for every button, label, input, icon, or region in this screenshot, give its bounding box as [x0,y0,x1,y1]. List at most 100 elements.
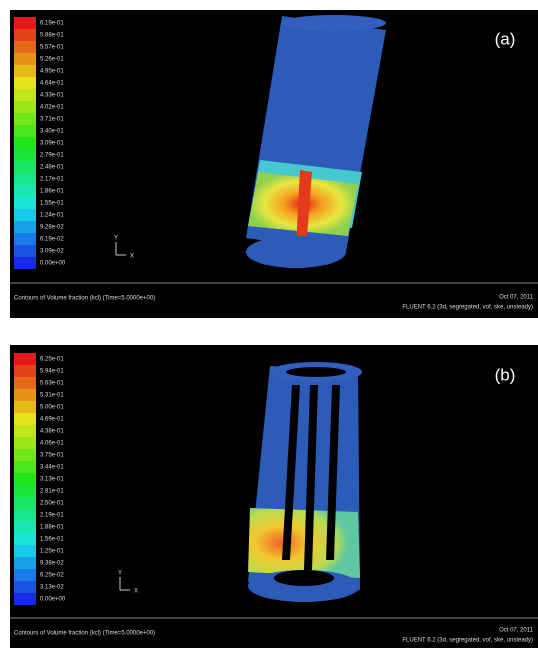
colorbar-swatch [14,161,36,173]
panel-label: (b) [495,365,516,384]
colorbar-label: 6.19e-02 [40,237,64,243]
colorbar-swatch [14,41,36,53]
colorbar-label: 1.86e-01 [40,189,64,195]
colorbar-label: 2.19e-01 [40,513,64,519]
colorbar-label: 6.25e-01 [40,357,64,363]
colorbar-swatch [14,401,36,413]
colorbar-swatch [14,509,36,521]
colorbar-swatch [14,353,36,365]
colorbar-label: 4.02e-01 [40,105,64,111]
contour-band [248,508,360,578]
footer-solver: FLUENT 6.2 (3d, segregated, vof, ske, un… [402,638,533,644]
colorbar-swatch [14,485,36,497]
colorbar-label: 9.38e-02 [40,561,64,567]
colorbar-swatch [14,389,36,401]
colorbar-label: 3.13e-01 [40,477,64,483]
colorbar-swatch [14,137,36,149]
panel-b: (b) Contours of Volume fraction (kcl) (T… [10,345,538,648]
colorbar-label: 3.44e-01 [40,465,64,471]
colorbar-swatch [14,365,36,377]
panel-a: (a) Contours of Volume fraction (kcl) (T… [10,10,538,318]
colorbar-label: 6.19e-01 [40,21,64,27]
colorbar-label: 4.69e-01 [40,417,64,423]
colorbar-swatch [14,557,36,569]
colorbar-label: 3.71e-01 [40,117,64,123]
colorbar-label: 5.00e-01 [40,405,64,411]
colorbar-swatch [14,185,36,197]
figure: (a) Contours of Volume fraction (kcl) (T… [0,0,538,648]
colorbar-label: 3.09e-01 [40,141,64,147]
colorbar-swatch [14,197,36,209]
colorbar-swatch [14,77,36,89]
colorbar-swatch [14,569,36,581]
colorbar-label: 5.63e-01 [40,381,64,387]
colorbar-swatch [14,53,36,65]
axis-x-label: X [130,254,134,260]
colorbar-swatch [14,425,36,437]
colorbar-swatch [14,233,36,245]
cylinder-top [282,15,386,31]
colorbar-label: 5.26e-01 [40,57,64,63]
colorbar-swatch [14,497,36,509]
footer-solver: FLUENT 6.2 (3d, segregated, vof, ske, un… [402,305,533,311]
colorbar-label: 3.13e-02 [40,585,64,591]
colorbar-swatch [14,245,36,257]
colorbar-label: 4.95e-01 [40,69,64,75]
colorbar-swatch [14,173,36,185]
colorbar-swatch [14,461,36,473]
colorbar-swatch [14,437,36,449]
colorbar-swatch [14,449,36,461]
colorbar-label: 1.25e-01 [40,549,64,555]
colorbar-label: 1.24e-01 [40,213,64,219]
colorbar-label: 0.00e+00 [40,597,66,603]
colorbar-label: 3.09e-02 [40,249,64,255]
colorbar-label: 2.17e-01 [40,177,64,183]
colorbar-swatch [14,101,36,113]
colorbar-label: 2.79e-01 [40,153,64,159]
colorbar-label: 1.55e-01 [40,201,64,207]
colorbar-label: 6.25e-02 [40,573,64,579]
colorbar-swatch [14,125,36,137]
colorbar-swatch [14,113,36,125]
colorbar-swatch [14,473,36,485]
colorbar-label: 2.81e-01 [40,489,64,495]
colorbar-swatch [14,533,36,545]
colorbar-swatch [14,65,36,77]
colorbar-swatch [14,221,36,233]
colorbar-swatch [14,377,36,389]
colorbar-swatch [14,257,36,269]
colorbar-label: 0.00e+00 [40,261,66,267]
colorbar-label: 4.64e-01 [40,81,64,87]
colorbar-swatch [14,209,36,221]
colorbar-label: 5.57e-01 [40,45,64,51]
colorbar-label: 9.28e-02 [40,225,64,231]
colorbar-swatch [14,581,36,593]
panel-label: (a) [495,29,516,48]
cylinder-opening [274,570,334,586]
colorbar-label: 4.38e-01 [40,429,64,435]
footer-left: Contours of Volume fraction (kcl) (Time=… [14,296,155,302]
cylinder-opening [286,367,346,377]
colorbar-label: 5.94e-01 [40,369,64,375]
footer-date: Oct 07, 2011 [499,295,534,301]
colorbar-swatch [14,593,36,605]
colorbar-swatch [14,413,36,425]
colorbar-label: 5.31e-01 [40,393,64,399]
footer-date: Oct 07, 2011 [499,628,534,634]
colorbar-label: 4.33e-01 [40,93,64,99]
colorbar-label: 2.48e-01 [40,165,64,171]
colorbar-label: 1.88e-01 [40,525,64,531]
colorbar-swatch [14,89,36,101]
colorbar-label: 2.50e-01 [40,501,64,507]
colorbar-label: 4.06e-01 [40,441,64,447]
colorbar-swatch [14,149,36,161]
cylinder-bottom [246,236,346,268]
axis-x-label: X [134,589,138,595]
footer-left: Contours of Volume fraction (kcl) (Time=… [14,631,155,637]
axis-y-label: Y [118,571,122,577]
axis-y-label: Y [114,236,118,242]
colorbar-label: 5.88e-01 [40,33,64,39]
colorbar-label: 3.75e-01 [40,453,64,459]
colorbar-label: 3.40e-01 [40,129,64,135]
colorbar-swatch [14,29,36,41]
